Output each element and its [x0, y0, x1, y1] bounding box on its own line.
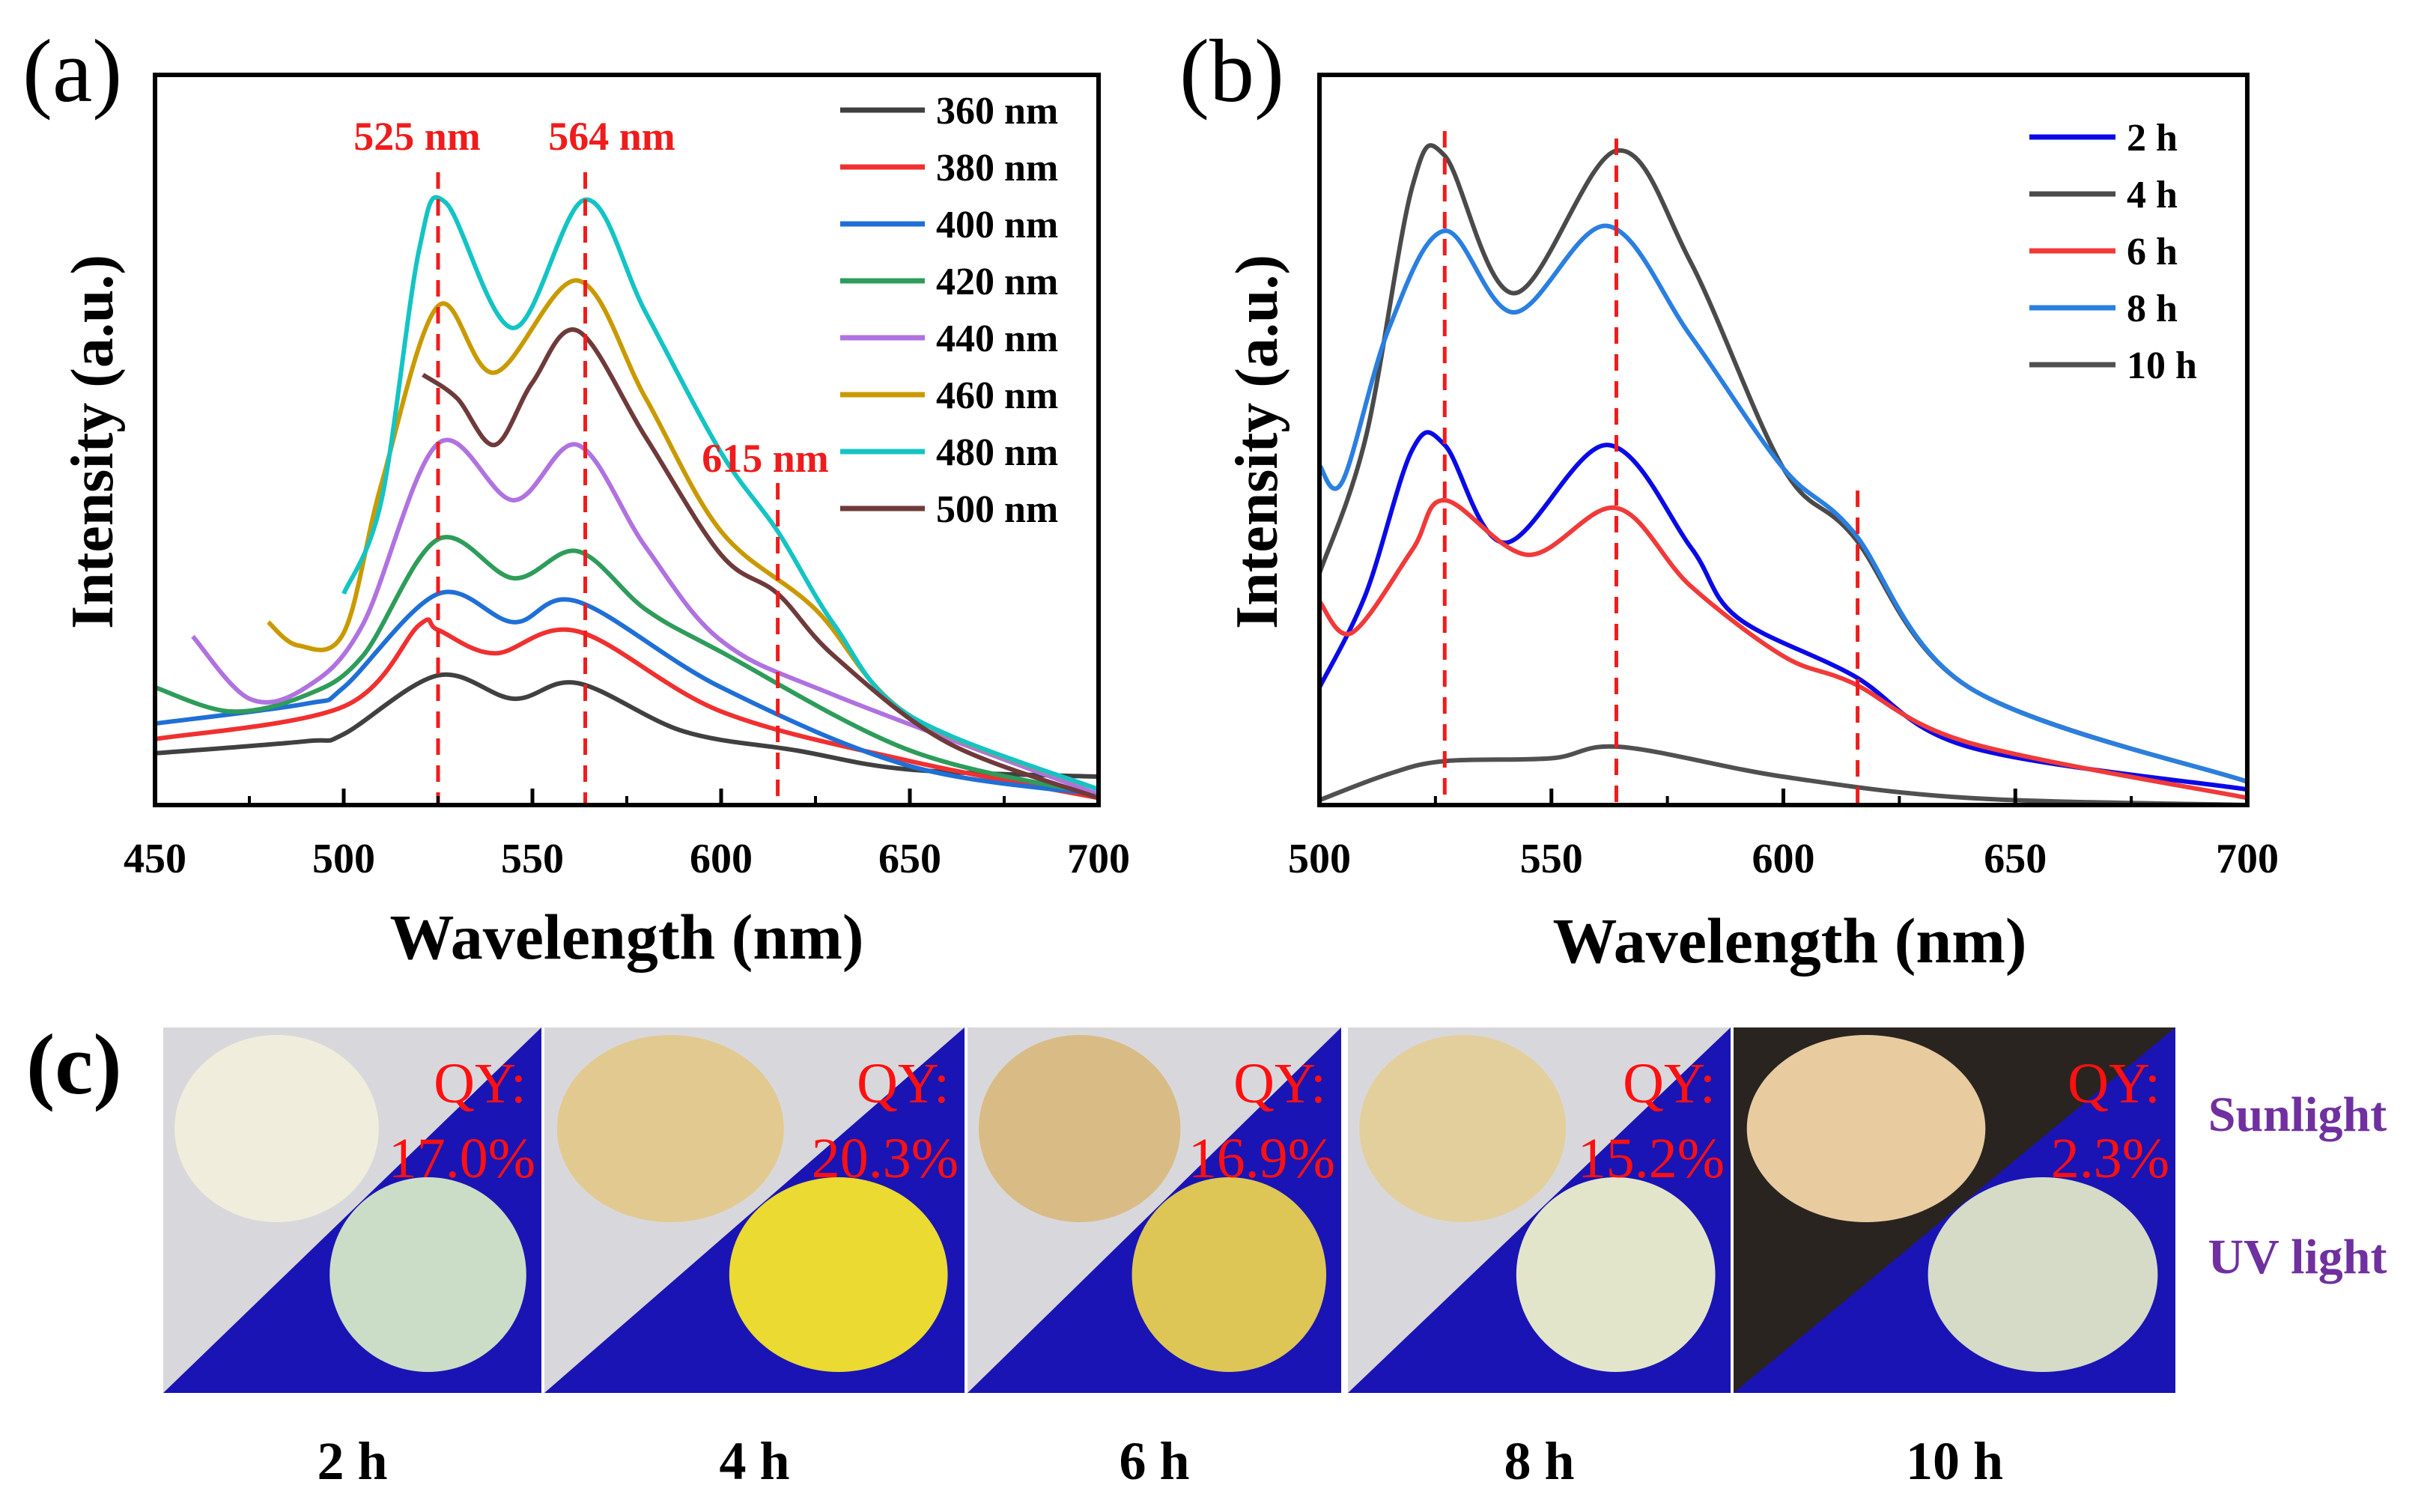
- x-tick-label: 700: [1067, 836, 1130, 882]
- powder-uv: [1132, 1177, 1327, 1372]
- sample-photos: QY: 17.0% 2 h QY: 20.3% 4 h QY: 16.9% 6 h QY: 15.2…: [163, 1027, 2175, 1491]
- qy-label: QY:: [2068, 1052, 2160, 1115]
- powder-uv: [1928, 1177, 2158, 1372]
- qy-label: QY:: [1623, 1052, 1716, 1115]
- panel-label-c: (c): [26, 1017, 122, 1112]
- panel-label-a: (a): [22, 21, 122, 121]
- legend-label: 480 nm: [936, 431, 1058, 474]
- legend-label: 460 nm: [936, 374, 1058, 417]
- series-line-380-nm: [154, 617, 1099, 801]
- legend-label: 2 h: [2127, 117, 2178, 160]
- x-tick-label: 500: [1288, 836, 1351, 882]
- x-tick-label: 500: [312, 836, 375, 882]
- time-label: 2 h: [317, 1431, 387, 1491]
- legend-label: 380 nm: [936, 147, 1058, 189]
- qy-label: QY:: [434, 1052, 526, 1115]
- series-line-360-nm: [154, 672, 1099, 780]
- sample-photo-2h: QY: 17.0%: [163, 1027, 541, 1393]
- series-line-10-h: [1318, 744, 2248, 807]
- qy-value: 20.3%: [812, 1127, 959, 1190]
- peak-label-525: 525 nm: [353, 114, 481, 159]
- peak-label-615: 615 nm: [702, 436, 829, 481]
- x-tick-label: 550: [1520, 836, 1583, 882]
- qy-value: 17.0%: [389, 1127, 535, 1190]
- panel-b-legend: 2 h 4 h 6 h 8 h 10 h: [2029, 117, 2197, 387]
- x-tick-label: 650: [1984, 836, 2047, 882]
- legend-label: 400 nm: [936, 204, 1058, 246]
- panel-b-y-axis-label: Intensity (a.u.): [1224, 255, 1290, 629]
- series-line-440-nm: [191, 437, 1100, 797]
- panel-b: (b) 500 550 600 650 700 2 h 4 h 6 h 8 h 10 h Int…: [1179, 21, 2279, 977]
- time-label: 8 h: [1504, 1431, 1574, 1491]
- sample-photo-6h: QY: 16.9%: [968, 1027, 1341, 1393]
- x-tick-label: 650: [878, 836, 941, 882]
- panel-a-annotations: [436, 172, 780, 805]
- panel-b-curves: [1317, 143, 2248, 807]
- legend-label: 500 nm: [936, 488, 1058, 531]
- legend-label: 10 h: [2127, 344, 2197, 387]
- panel-a: (a) 450 500 550 600 650 700 525 nm 564 nm 615…: [22, 21, 1130, 973]
- panel-c: (c) QY:17.0%2 hQY:20.3%4 hQY:16.9%6 hQY:…: [26, 1017, 2387, 1491]
- peak-label-564: 564 nm: [548, 114, 675, 159]
- uv-light-label: UV light: [2208, 1230, 2387, 1284]
- panel-a-x-axis-label: Wavelength (nm): [389, 901, 863, 973]
- powder-uv: [1516, 1177, 1716, 1372]
- powder-sunlight: [1746, 1035, 1986, 1222]
- sunlight-label: Sunlight: [2208, 1087, 2387, 1142]
- powder-uv: [729, 1177, 948, 1372]
- qy-value: 15.2%: [1578, 1127, 1725, 1190]
- panel-a-legend: 360 nm 380 nm 400 nm 420 nm 440 nm 460 nm 480 …: [840, 90, 1058, 531]
- qy-value: 2.3%: [2051, 1127, 2169, 1190]
- qy-value: 16.9%: [1188, 1127, 1335, 1190]
- series-line-6-h: [1317, 497, 2248, 801]
- panel-b-annotations: [1442, 131, 1860, 805]
- time-label: 4 h: [719, 1431, 789, 1491]
- panel-label-b: (b): [1179, 21, 1284, 121]
- qy-label: QY:: [857, 1052, 950, 1115]
- panel-b-x-ticks: 500 550 600 650 700: [1288, 789, 2279, 882]
- x-tick-label: 700: [2216, 836, 2279, 882]
- series-line-8-h: [1317, 223, 2248, 784]
- powder-sunlight: [1359, 1035, 1567, 1222]
- panel-a-y-axis-label: Intensity (a.u.): [60, 255, 126, 629]
- legend-label: 360 nm: [936, 90, 1058, 133]
- legend-label: 4 h: [2127, 174, 2178, 216]
- powder-sunlight: [556, 1035, 784, 1222]
- time-label: 6 h: [1119, 1431, 1189, 1491]
- legend-label: 440 nm: [936, 318, 1058, 360]
- x-tick-label: 550: [501, 836, 564, 882]
- x-tick-label: 450: [124, 836, 186, 882]
- series-line-400-nm: [154, 589, 1099, 797]
- powder-sunlight: [978, 1035, 1181, 1222]
- legend-label: 6 h: [2127, 231, 2178, 273]
- time-label: 10 h: [1906, 1431, 2003, 1491]
- legend-label: 420 nm: [936, 261, 1058, 303]
- sample-photo-8h: QY: 15.2%: [1348, 1027, 1731, 1393]
- series-line-500-nm: [422, 327, 1100, 801]
- x-tick-label: 600: [1752, 836, 1815, 882]
- sample-photo-4h: QY: 20.3%: [544, 1027, 965, 1393]
- series-line-420-nm: [154, 535, 1099, 797]
- sample-photo-10h: QY: 2.3%: [1734, 1027, 2175, 1393]
- legend-label: 8 h: [2127, 288, 2178, 330]
- series-line-480-nm: [341, 195, 1100, 792]
- powder-sunlight: [174, 1035, 379, 1222]
- panel-a-x-ticks: 450 500 550 600 650 700: [124, 789, 1130, 882]
- x-tick-label: 600: [690, 836, 753, 882]
- qy-label: QY:: [1233, 1052, 1326, 1115]
- panel-a-curves: [154, 195, 1100, 801]
- panel-b-x-axis-label: Wavelength (nm): [1552, 905, 2026, 977]
- powder-uv: [329, 1177, 526, 1372]
- series-line-2-h: [1317, 430, 2248, 792]
